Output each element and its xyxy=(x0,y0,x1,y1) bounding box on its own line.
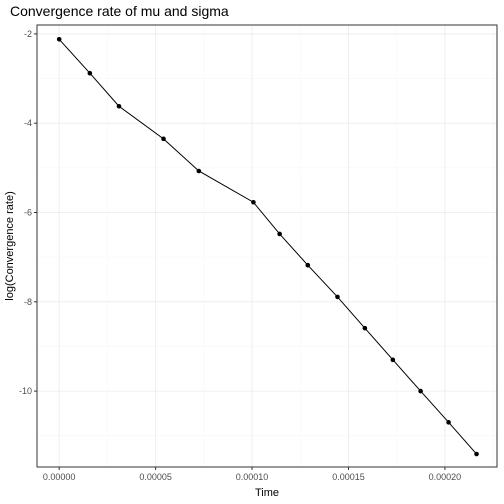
minor-gridlines xyxy=(37,25,497,467)
data-point xyxy=(251,199,256,205)
x-tick-label: 0.00020 xyxy=(429,472,462,482)
x-tick-label: 0.00005 xyxy=(139,472,172,482)
series-layer xyxy=(56,36,479,457)
y-tick-label: -6 xyxy=(24,208,32,218)
data-point xyxy=(116,103,122,109)
data-point xyxy=(335,294,340,300)
x-tick-label: 0.00000 xyxy=(43,472,76,482)
y-tick-label: -8 xyxy=(24,297,32,307)
y-axis: -10 -8 -6 -4 -2 xyxy=(19,29,37,396)
x-axis: 0.00000 0.00005 0.00010 0.00015 0.00020 xyxy=(43,467,461,482)
data-point xyxy=(474,451,479,457)
data-point xyxy=(362,325,368,331)
data-point xyxy=(161,136,166,142)
chart-title: Convergence rate of mu and sigma xyxy=(10,3,229,19)
data-point xyxy=(56,36,62,42)
data-point xyxy=(418,388,423,394)
x-axis-title: Time xyxy=(255,487,279,499)
series-line xyxy=(58,38,477,455)
major-gridlines xyxy=(37,25,497,467)
data-point xyxy=(277,231,282,237)
x-tick-label: 0.00010 xyxy=(236,472,269,482)
y-tick-label: -2 xyxy=(24,29,32,39)
data-point xyxy=(446,420,451,425)
data-point xyxy=(87,70,93,76)
data-point xyxy=(390,357,396,363)
y-tick-label: -4 xyxy=(24,118,32,128)
y-tick-label: -10 xyxy=(19,386,32,396)
plot-panel xyxy=(36,24,498,468)
y-axis-title: log(Convergence rate) xyxy=(4,191,16,300)
data-point xyxy=(305,262,311,268)
data-point xyxy=(196,168,202,174)
x-tick-label: 0.00015 xyxy=(332,472,365,482)
